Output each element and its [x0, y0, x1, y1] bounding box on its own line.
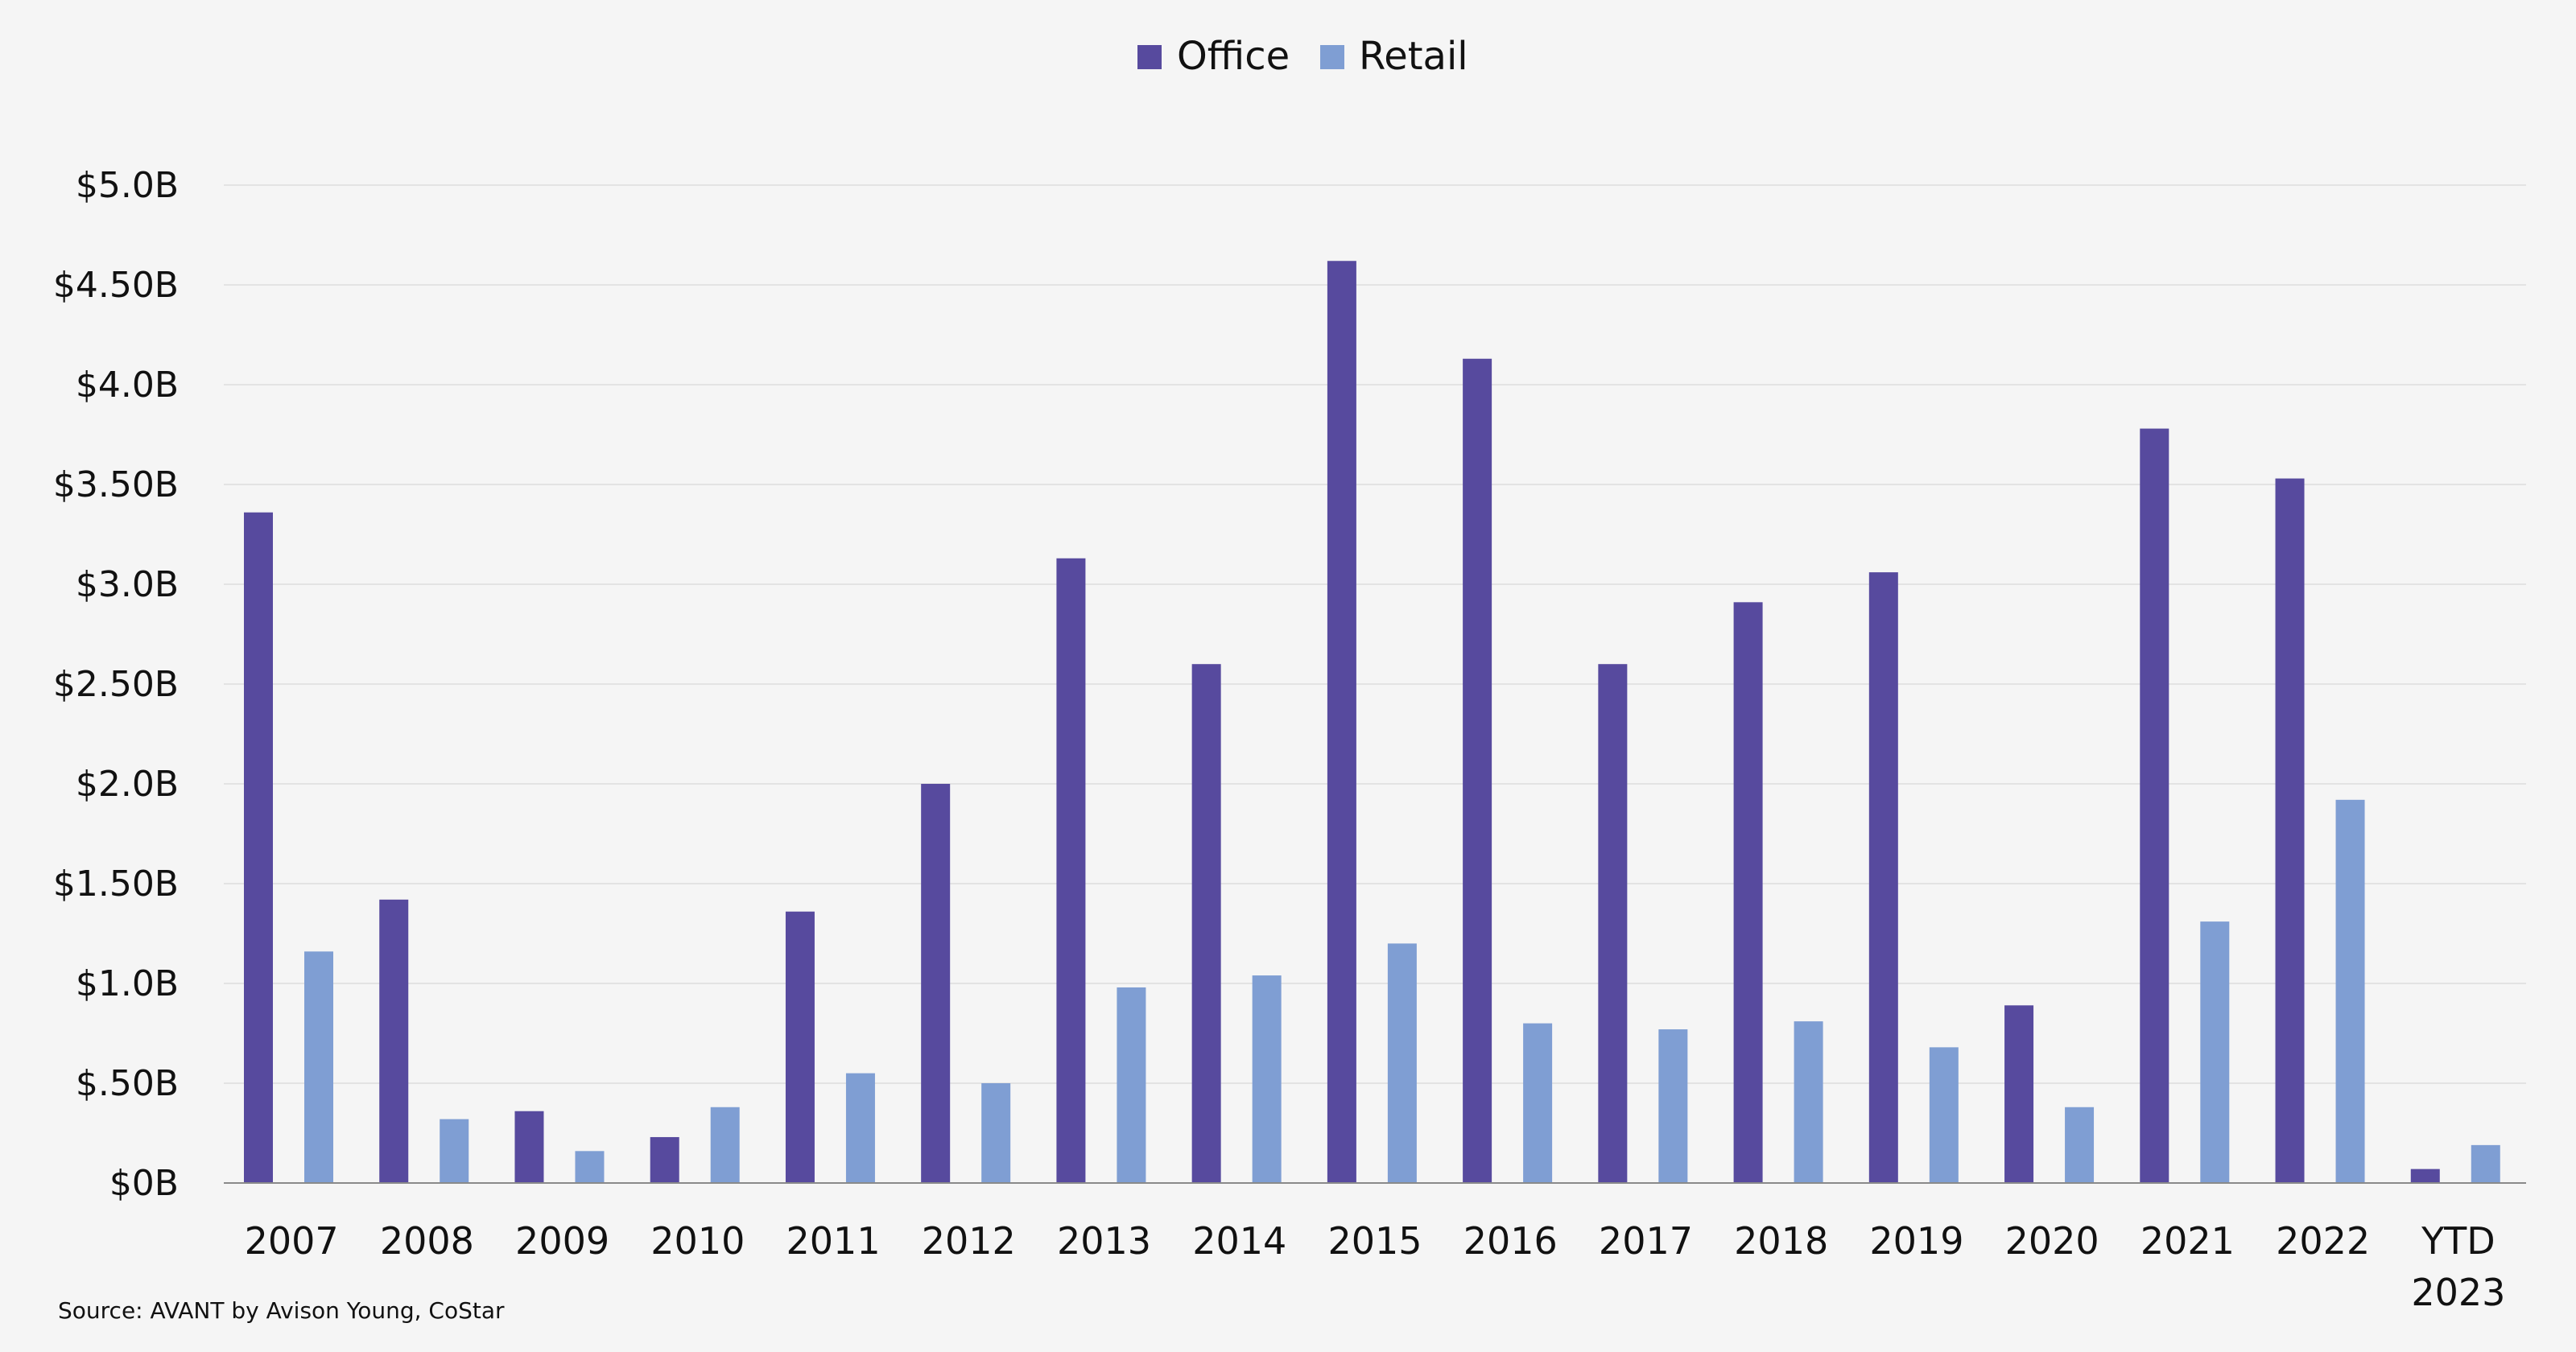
x-tick-label: YTD 2023: [2411, 1219, 2505, 1314]
y-tick-label: $2.50B: [53, 664, 179, 705]
y-tick-label: $4.50B: [53, 265, 179, 306]
y-tick-label: $2.0B: [76, 764, 179, 805]
bar-office-2013: [1056, 558, 1086, 1183]
bar-retail-2015: [1387, 943, 1417, 1183]
x-tick-label: 2020: [2005, 1219, 2099, 1263]
bar-retail-2019: [1929, 1047, 1959, 1183]
y-axis-labels: $0B $.50B $1.0B $1.50B $2.0B $2.50B $3.0B $3.50…: [53, 165, 179, 1204]
x-tick-label: 2011: [786, 1219, 881, 1263]
y-tick-label: $5.0B: [76, 165, 179, 206]
source-note: Source: AVANT by Avison Young, CoStar: [58, 1297, 505, 1324]
bar-office-2021: [2140, 428, 2169, 1183]
y-tick-label: $3.0B: [76, 564, 179, 605]
x-tick-label: 2019: [1869, 1219, 1963, 1263]
x-tick-label: 2014: [1192, 1219, 1286, 1263]
bar-office-2014: [1191, 664, 1221, 1183]
bar-retail-2022: [2335, 799, 2365, 1183]
x-tick-label: 2013: [1057, 1219, 1151, 1263]
bar-office-ytd-2023: [2410, 1169, 2440, 1183]
bar-office-2008: [379, 899, 409, 1183]
bar-office-2020: [2004, 1005, 2034, 1183]
x-tick-label: 2012: [922, 1219, 1016, 1263]
bar-retail-2008: [440, 1119, 469, 1183]
x-tick-label: 2008: [380, 1219, 474, 1263]
legend: Office Retail: [1137, 34, 1468, 79]
bar-office-2018: [1733, 602, 1763, 1183]
x-axis-labels: 2007 2008 2009 2010 2011 2012 2013 2014 2015 2016…: [245, 1219, 2506, 1314]
x-tick-label: 2017: [1599, 1219, 1693, 1263]
bar-retail-2007: [304, 951, 333, 1183]
y-tick-label: $3.50B: [53, 464, 179, 505]
bar-office-2009: [514, 1111, 544, 1183]
bar-office-2022: [2275, 478, 2305, 1183]
bar-retail-2013: [1117, 987, 1146, 1183]
bar-office-2012: [921, 784, 951, 1183]
legend-label-retail: Retail: [1359, 34, 1468, 79]
bar-retail-2014: [1252, 975, 1282, 1183]
bar-retail-2011: [845, 1073, 875, 1183]
x-tick-label: 2021: [2140, 1219, 2235, 1263]
bar-retail-2018: [1794, 1021, 1823, 1183]
bar-retail-2021: [2200, 921, 2230, 1183]
bar-retail-2009: [575, 1151, 605, 1183]
bar-retail-2016: [1523, 1023, 1553, 1183]
y-tick-label: $1.50B: [53, 864, 179, 905]
x-tick-label: 2009: [515, 1219, 609, 1263]
x-tick-label: 2015: [1327, 1219, 1422, 1263]
bar-office-2016: [1463, 358, 1492, 1183]
bar-retail-ytd-2023: [2471, 1144, 2500, 1183]
bar-office-2015: [1327, 261, 1356, 1183]
x-tick-label: 2010: [650, 1219, 745, 1263]
x-tick-label: 2022: [2276, 1219, 2370, 1263]
bar-office-2019: [1868, 572, 1898, 1183]
bar-retail-2017: [1658, 1029, 1688, 1183]
y-tick-label: $4.0B: [76, 365, 179, 406]
bar-retail-2010: [710, 1107, 740, 1183]
bars-group: [244, 261, 2500, 1183]
x-tick-label: 2007: [245, 1219, 339, 1263]
y-tick-label: $1.0B: [76, 963, 179, 1004]
bar-office-2017: [1598, 664, 1628, 1183]
y-tick-label: $0B: [109, 1163, 179, 1204]
x-tick-label: 2016: [1463, 1219, 1558, 1263]
legend-swatch-office: [1137, 45, 1162, 69]
bar-office-2011: [785, 911, 815, 1183]
legend-swatch-retail: [1320, 45, 1344, 69]
bar-retail-2012: [981, 1083, 1011, 1183]
legend-label-office: Office: [1177, 34, 1290, 79]
bar-retail-2020: [2065, 1107, 2095, 1183]
y-tick-label: $.50B: [76, 1063, 179, 1104]
bar-office-2010: [650, 1136, 679, 1183]
x-tick-label: 2018: [1734, 1219, 1828, 1263]
bar-office-2007: [244, 512, 273, 1183]
